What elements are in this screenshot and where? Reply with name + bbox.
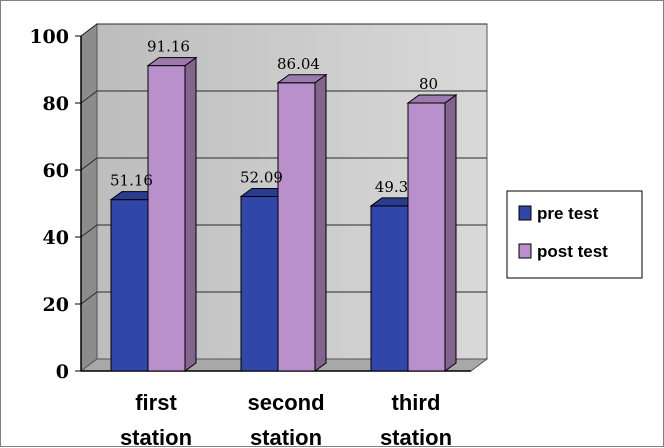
bar-front (407, 102, 446, 372)
data-labels: 51.16 91.16 52.09 86.04 49.3 80 (110, 38, 438, 196)
legend-label: pre test (537, 204, 599, 223)
bar-front (240, 195, 279, 372)
bars (109, 56, 458, 372)
bar-post-test-2 (406, 94, 458, 372)
bar-front (147, 65, 186, 372)
y-tick-label: 20 (43, 294, 69, 316)
legend-swatch (518, 243, 532, 259)
bar-side (444, 94, 457, 372)
bar-top (406, 94, 458, 104)
y-tick-label: 60 (43, 160, 69, 182)
bar-post-test-0 (146, 56, 198, 372)
data-label: 52.09 (240, 168, 283, 186)
category-labels: first station second station third station (120, 390, 452, 448)
y-tick-label: 100 (29, 26, 69, 48)
gridline (80, 90, 487, 104)
category-label: second station (247, 390, 324, 448)
data-label: 91.16 (147, 38, 190, 56)
bar-front (277, 82, 316, 372)
plot-side-wall (80, 23, 98, 372)
gridline (80, 291, 487, 305)
bar-front (370, 205, 409, 372)
legend-label: post test (537, 242, 608, 261)
gridline (80, 157, 487, 171)
data-label: 51.16 (110, 172, 153, 190)
data-label: 86.04 (277, 55, 320, 73)
bar-side (314, 73, 327, 372)
legend: pre test post test (506, 190, 643, 279)
bar-top (276, 74, 328, 84)
category-label: first station (120, 390, 192, 448)
gridline (80, 23, 487, 37)
y-tick-label: 40 (43, 227, 69, 249)
bar-side (184, 56, 197, 372)
legend-swatch (518, 205, 532, 221)
y-tick-label: 80 (43, 93, 69, 115)
bar-front (110, 199, 149, 372)
data-label: 80 (419, 75, 438, 93)
bar-top (146, 57, 198, 67)
data-label: 49.3 (375, 178, 408, 196)
bar-post-test-1 (276, 73, 328, 372)
category-label: third station (380, 390, 452, 448)
gridline (80, 224, 487, 238)
gridlines (80, 23, 487, 305)
y-tick-label: 0 (56, 361, 69, 383)
